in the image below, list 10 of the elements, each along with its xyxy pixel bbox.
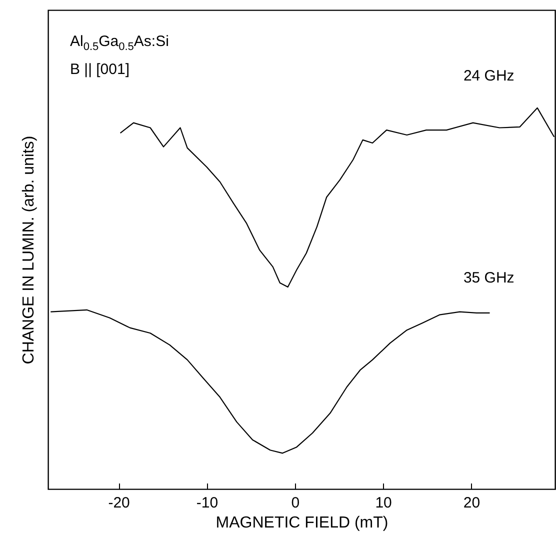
x-tick-label: -10 bbox=[196, 494, 218, 512]
text: 24 GHz bbox=[463, 68, 514, 85]
x-tick-label: 20 bbox=[463, 494, 480, 512]
x-tick-label: 10 bbox=[375, 494, 392, 512]
x-tick-label: -20 bbox=[108, 494, 130, 512]
x-axis-title: MAGNETIC FIELD (mT) bbox=[216, 514, 388, 532]
y-axis-title: CHANGE IN LUMIN. (arb. units) bbox=[20, 136, 38, 364]
series-label: 35 GHz bbox=[463, 270, 514, 287]
x-tick-label: 0 bbox=[291, 494, 300, 512]
text: B || [001] bbox=[70, 61, 130, 78]
